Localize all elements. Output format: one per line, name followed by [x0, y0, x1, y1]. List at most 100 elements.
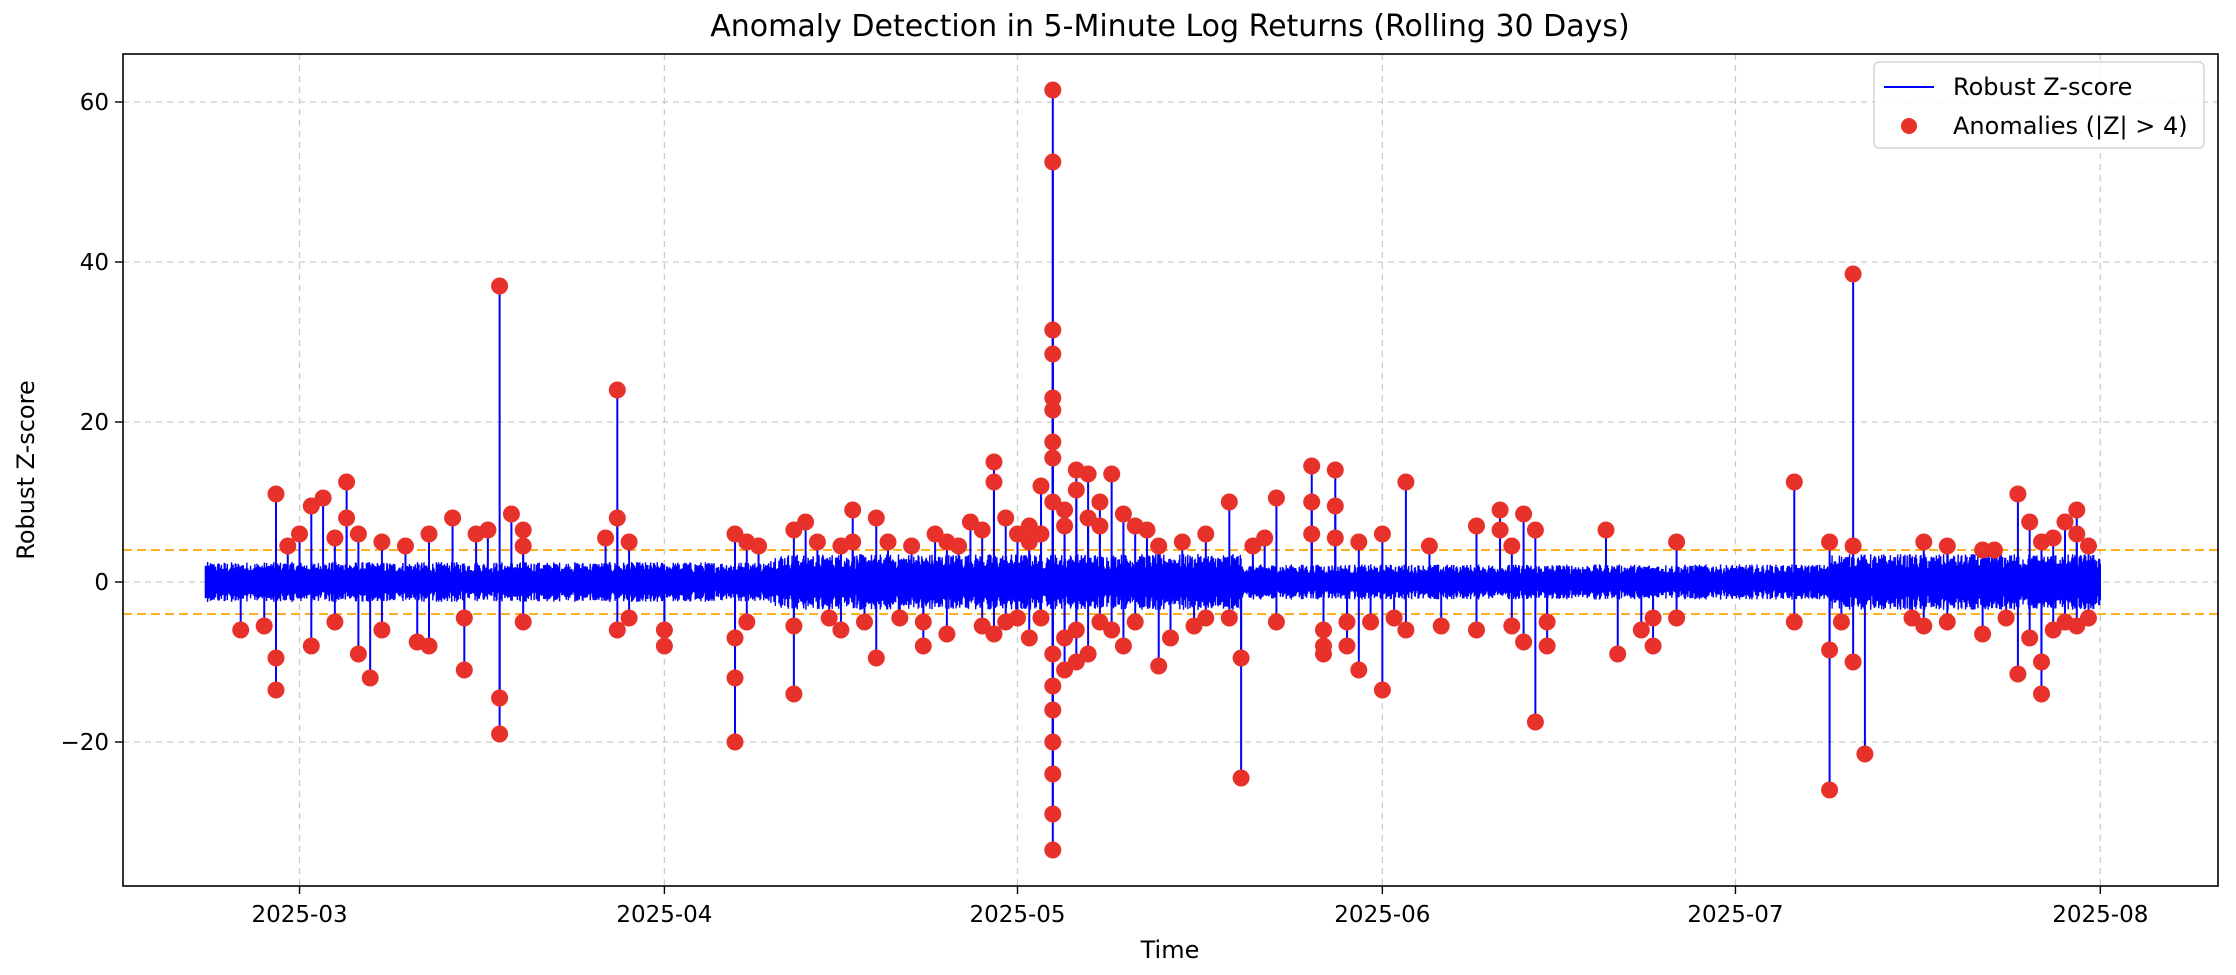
anomaly-point	[1079, 465, 1097, 483]
anomaly-point	[867, 509, 885, 527]
y-tick-label: 60	[80, 90, 109, 116]
anomaly-point	[726, 733, 744, 751]
anomaly-point	[514, 537, 532, 555]
anomaly-point	[1644, 637, 1662, 655]
anomaly-point	[1044, 321, 1062, 339]
anomaly-point	[1373, 525, 1391, 543]
anomaly-point	[1032, 525, 1050, 543]
x-tick-label: 2025-04	[616, 902, 712, 928]
anomaly-point	[514, 613, 532, 631]
anomaly-point	[2056, 513, 2074, 531]
anomaly-point	[1526, 521, 1544, 539]
anomaly-point	[349, 525, 367, 543]
anomaly-point	[455, 609, 473, 627]
anomaly-point	[2033, 685, 2050, 703]
anomaly-point	[1785, 473, 1803, 491]
x-tick-label: 2025-03	[251, 902, 347, 928]
anomaly-point	[1150, 537, 1168, 555]
anomaly-point	[1067, 621, 1085, 639]
x-tick-label: 2025-08	[2052, 902, 2148, 928]
anomaly-point	[455, 661, 473, 679]
anomaly-point	[1044, 841, 1062, 859]
anomaly-point	[950, 537, 968, 555]
anomaly-point	[1538, 637, 1556, 655]
anomaly-point	[267, 485, 285, 503]
anomaly-point	[1515, 505, 1533, 523]
anomaly-point	[1974, 541, 1992, 559]
anomaly-point	[1938, 613, 1956, 631]
anomaly-point	[1856, 745, 1874, 763]
anomaly-point	[914, 637, 932, 655]
anomaly-point	[1350, 533, 1368, 551]
anomaly-point	[1326, 529, 1344, 547]
anomaly-point	[1114, 637, 1132, 655]
anomaly-point	[1338, 613, 1356, 631]
anomaly-point	[597, 529, 615, 547]
anomaly-point	[1515, 633, 1533, 651]
anomaly-point	[1044, 677, 1062, 695]
anomaly-point	[655, 621, 673, 639]
anomaly-point	[608, 509, 626, 527]
anomaly-point	[1985, 541, 2003, 559]
anomaly-point	[1915, 617, 1933, 635]
anomaly-point	[903, 537, 921, 555]
anomaly-point	[985, 473, 1003, 491]
anomaly-point	[1668, 533, 1686, 551]
anomaly-point	[1044, 345, 1062, 363]
legend-label-zscore: Robust Z-score	[1953, 73, 2132, 101]
anomaly-point	[2021, 629, 2039, 647]
anomaly-point	[1974, 625, 1992, 643]
anomaly-point	[1103, 465, 1121, 483]
x-tick-layer: 2025-03 2025-04 2025-05 2025-06 2025-07 2025-…	[251, 886, 2148, 928]
anomaly-point	[879, 533, 897, 551]
anomaly-point	[867, 649, 885, 667]
y-tick-label: 20	[80, 410, 109, 436]
anomaly-point	[1315, 637, 1332, 655]
anomaly-point	[985, 453, 1003, 471]
anomaly-point	[314, 489, 332, 507]
anomaly-point	[1938, 537, 1956, 555]
anomaly-point	[1503, 537, 1521, 555]
x-tick-label: 2025-07	[1687, 902, 1783, 928]
anomaly-point	[1632, 621, 1650, 639]
anomaly-point	[844, 501, 862, 519]
legend-box	[1873, 61, 2205, 149]
anomaly-point	[620, 609, 638, 627]
anomaly-point	[1491, 521, 1509, 539]
anomaly-point	[397, 537, 414, 555]
anomaly-point	[326, 529, 344, 547]
anomaly-point	[514, 521, 532, 539]
anomaly-point	[1821, 533, 1839, 551]
legend-label-anomalies: Anomalies (|Z| > 4)	[1953, 112, 2188, 140]
anomaly-point	[1091, 493, 1109, 511]
anomaly-point	[2068, 525, 2086, 543]
anomaly-point	[891, 609, 909, 627]
anomaly-point	[1338, 637, 1356, 655]
anomaly-point	[1079, 645, 1097, 663]
anomaly-point	[1173, 533, 1191, 551]
anomaly-point	[1397, 621, 1415, 639]
anomaly-point	[1044, 449, 1062, 467]
anomaly-point	[1785, 613, 1803, 631]
anomaly-point	[1044, 401, 1062, 419]
anomaly-point	[1091, 517, 1109, 535]
anomaly-point	[1056, 501, 1074, 519]
anomaly-point	[608, 621, 626, 639]
anomaly-point	[1997, 609, 2015, 627]
anomaly-point	[1032, 609, 1050, 627]
anomaly-point	[1267, 613, 1285, 631]
anomaly-point	[1844, 265, 1862, 283]
anomaly-point	[608, 381, 626, 399]
anomaly-point	[1503, 617, 1521, 635]
anomaly-point	[302, 637, 320, 655]
anomaly-point	[1020, 629, 1038, 647]
anomaly-point	[338, 473, 356, 491]
anomaly-point	[1232, 649, 1250, 667]
anomaly-point	[1915, 533, 1933, 551]
anomaly-point	[914, 613, 932, 631]
anomaly-point	[620, 533, 638, 551]
anomaly-point	[1350, 661, 1368, 679]
anomaly-point	[1597, 521, 1615, 539]
anomaly-point	[255, 617, 273, 635]
